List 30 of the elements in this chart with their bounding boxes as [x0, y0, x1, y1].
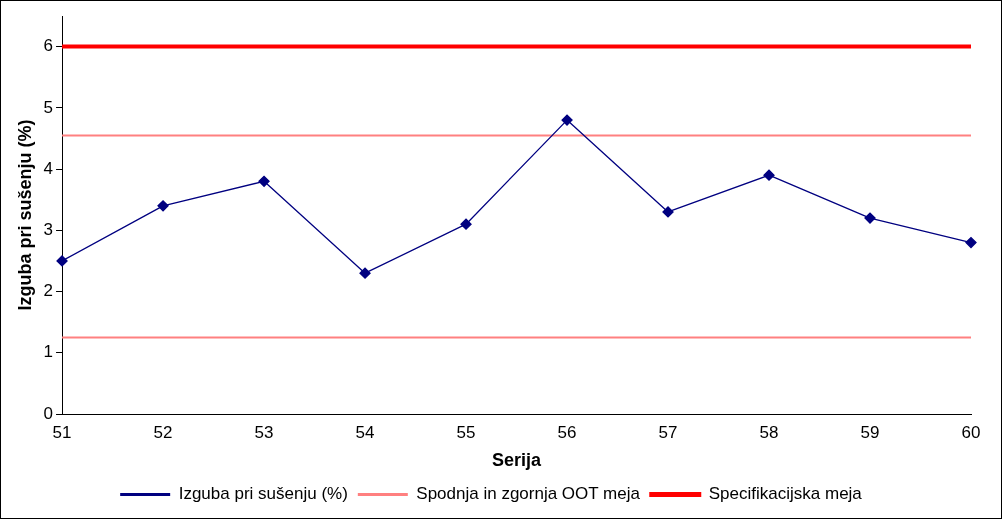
- point: [258, 175, 270, 187]
- x-tick-label: 56: [557, 422, 577, 442]
- legend-label: Specifikacijska meja: [708, 484, 863, 504]
- y-tick-label: 3: [43, 220, 54, 239]
- x-tick-label: 57: [658, 422, 678, 442]
- point: [56, 255, 68, 267]
- x-tick-label: 58: [759, 422, 779, 442]
- y-tick-label: 5: [43, 97, 54, 117]
- point: [460, 218, 472, 230]
- y-tick-label: 4: [43, 158, 54, 178]
- point: [763, 169, 775, 181]
- x-tick-label: 60: [961, 422, 981, 442]
- point: [157, 200, 169, 212]
- x-axis-title: Serija: [492, 450, 543, 471]
- x-tick-label: 51: [52, 422, 72, 442]
- x-tick-label: 53: [254, 422, 274, 442]
- y-tick-label: 2: [43, 281, 54, 301]
- x-tick-label: 54: [355, 422, 375, 442]
- y-axis-title: Izguba pri sušenju (%): [14, 119, 35, 311]
- y-tick-label: 6: [43, 36, 54, 56]
- legend-label: Spodnja in zgornja OOT meja: [416, 484, 641, 504]
- legend-label: Izguba pri sušenju (%): [178, 484, 348, 504]
- point: [359, 267, 371, 279]
- x-tick-label: 59: [860, 422, 880, 442]
- point: [561, 114, 573, 126]
- point: [965, 236, 977, 249]
- y-tick-label: 0: [43, 403, 54, 423]
- x-tick-label: 52: [153, 422, 173, 442]
- x-tick-label: 55: [456, 422, 476, 442]
- y-tick-label: 1: [43, 342, 54, 362]
